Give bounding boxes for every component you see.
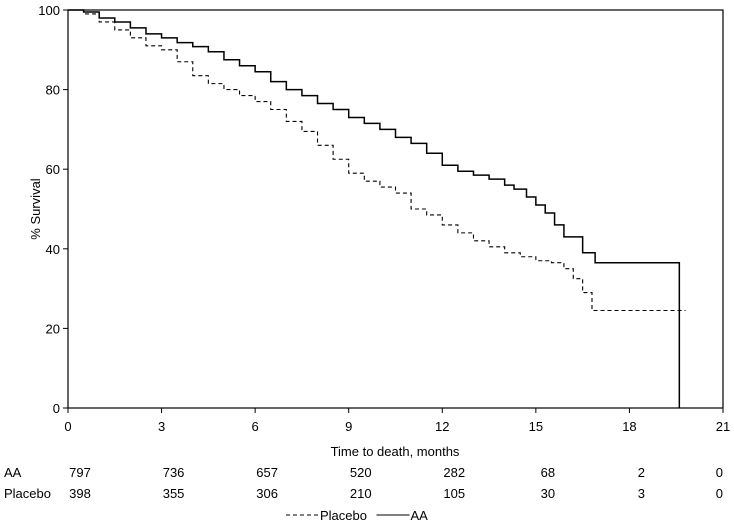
y-tick-label: 0 [53,401,60,416]
legend: Placebo AA [286,508,428,523]
x-axis-title: Time to death, months [331,444,460,459]
risk-row-label: AA [4,465,22,480]
risk-value: 0 [716,486,723,501]
y-tick-label: 80 [46,83,60,98]
risk-row-label: Placebo [4,486,51,501]
risk-value: 306 [256,486,278,501]
x-axis: 0 3 6 9 12 15 18 21 [64,408,730,434]
y-tick-label: 60 [46,162,60,177]
x-tick-label: 12 [435,419,449,434]
x-tick-label: 21 [716,419,730,434]
series-lines [68,9,686,408]
risk-value: 68 [541,465,555,480]
risk-value: 736 [163,465,185,480]
y-tick-label: 20 [46,321,60,336]
plot-frame [67,9,724,409]
risk-value: 3 [638,486,645,501]
risk-value: 30 [541,486,555,501]
x-tick-label: 15 [529,419,543,434]
risk-value: 282 [443,465,465,480]
y-tick-label: 40 [46,242,60,257]
x-tick-label: 6 [252,419,259,434]
series-line-placebo [68,9,686,312]
x-tick-label: 0 [64,419,71,434]
risk-value: 105 [443,486,465,501]
number-at-risk-table: AA 797 736 657 520 282 68 2 0 Placebo 398 355 306 210… [4,465,723,501]
risk-value: 0 [716,465,723,480]
legend-label-aa: AA [411,508,429,523]
y-axis: 0 20 40 60 80 100 [38,3,68,416]
legend-label-placebo: Placebo [320,508,367,523]
risk-value: 398 [69,486,91,501]
risk-value: 2 [638,465,645,480]
risk-value: 355 [163,486,185,501]
series-line-aa [68,9,681,408]
y-tick-label: 100 [38,3,60,18]
x-tick-label: 9 [345,419,352,434]
x-tick-label: 3 [158,419,165,434]
risk-value: 210 [350,486,372,501]
risk-value: 657 [256,465,278,480]
x-tick-label: 18 [622,419,636,434]
risk-value: 797 [69,465,91,480]
y-axis-title: % Survival [28,178,43,240]
risk-value: 520 [350,465,372,480]
